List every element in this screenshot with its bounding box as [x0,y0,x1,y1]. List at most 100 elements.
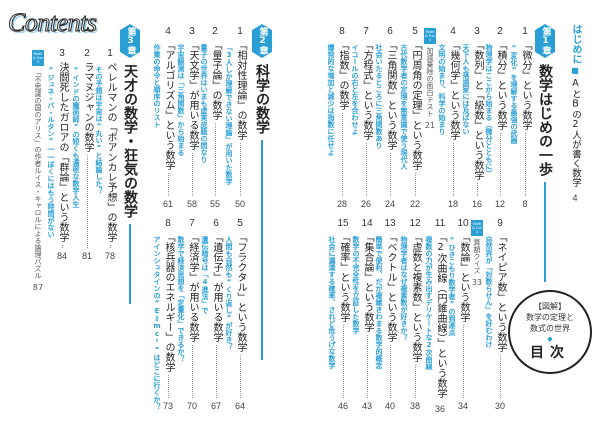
entry-title: 「アルゴリズム」という数学 [163,40,174,170]
entry-number: 6 [213,218,219,229]
toc-entry[interactable]: 6 「三角関数」という数学 24 [383,26,397,210]
column-page: 87 [32,283,44,292]
column-title: 加減乗除の面白テスト [426,47,434,117]
dotted-leader [167,173,169,196]
entry-page: 67 [210,401,221,411]
toc-entry[interactable]: 2 「積分」という数学 12 [493,26,507,210]
intro-entry[interactable]: はじめに ■ AとBの2人が書く数学 4 [568,24,582,204]
entry-subtitle: 物理学者はなぜ複素数が好きか？ [400,236,408,341]
emblem-line1: 数学の定理と [526,313,574,322]
entry-title: 「確率」という数学 [338,232,349,322]
emblem-line2: 数式の世界 [530,324,570,333]
toc-entry[interactable]: 8 「指数」の数学 28 [335,26,349,210]
chapter-2-heading[interactable]: 第2章科学の数学 [250,24,274,360]
toc-entry[interactable]: 3 決闘死したガロアの「群論」という数学 84 [55,48,69,262]
toc-entry[interactable]: 14 「集合論」という数学 43 [360,218,374,412]
dotted-leader [109,245,111,248]
chapter-title: 科学の数学 [254,64,270,134]
dotted-leader [167,375,169,398]
dotted-leader [499,133,501,196]
toc-entry[interactable]: 3 「天文学」が用いる数学 58 [185,26,199,210]
entry-number: 8 [165,218,171,229]
entry-subtitle: 爆発的な増加と減少は指数に任せよ [327,44,335,156]
column-entry[interactable]: Math & Fun 2 算額クイズ 33 [471,220,483,288]
toc-entry[interactable]: 9 「ネイピア数」という数学 30 [493,218,507,412]
chapter-1-heading[interactable]: 第1章 数学はじめの一歩 [533,24,557,282]
toc-entry[interactable]: 2 ラマヌジャンの数学 81 [80,48,94,262]
column-entry[interactable]: Math & Fun 3 「不思議の国のアリス」の作者ルイス・キャロルによる論理パ… [32,50,44,293]
toc-entry[interactable]: 6 「遺伝子」が用いる数学 67 [209,218,223,412]
entry-number: 9 [497,218,503,229]
entry-number: 1 [237,26,243,37]
toc-entry[interactable]: 1 ペレルマンの「ポアンカレ予想」の数学 78 [103,48,117,262]
entry-title: 「ベクトル」という数学 [385,232,396,342]
column-page: 21 [424,121,436,130]
dotted-leader [389,153,391,196]
toc-entry[interactable]: 1 「相対性理論」の数学 50 [233,26,247,210]
toc-entry[interactable]: 7 「経済学」が用いる数学 70 [185,218,199,412]
column-badge: Math & Fun 1 [424,28,436,44]
entry-subtitle: 天下人も落語家には及ばない [462,44,470,135]
entry-page: 18 [447,199,458,209]
toc-entry[interactable]: 4 「アルゴリズム」という数学 61 [161,26,175,210]
entry-page: 64 [234,401,245,411]
toc-entry[interactable]: 11 「2次曲線（円錐曲線）」という数学 36 [433,218,447,414]
toc-entry[interactable]: 12 「虚数と複素数」という数学 38 [408,218,422,412]
entry-number: 2 [212,26,218,37]
entry-number: 1 [522,26,528,37]
toc-entry[interactable]: 8 「核兵器のエネルギー」の数学 73 [161,218,175,412]
entry-page: 55 [209,199,220,209]
entry-subtitle: 人間も自然も“くり返し”が好き？ [225,236,233,350]
chapter-divider-line [129,224,131,304]
entry-subtitle: その予想は宇宙は“丸い”と結論した？ [95,66,103,194]
column-page: 33 [471,278,483,287]
entry-title: 「2次曲線（円錐曲線）」という数学 [435,232,446,398]
toc-entry[interactable]: 5 「フラクタル」という数学 64 [233,218,247,412]
dotted-leader [342,325,344,398]
entry-page: 36 [434,404,445,414]
entry-title: 「指数」の数学 [337,40,348,110]
intro-page: 4 [572,193,578,203]
entry-number: 2 [84,48,90,59]
entry-title: 「量子論」の数学 [210,40,221,120]
column-title: 「不思議の国のアリス」の作者ルイス・キャロルによる論理パズル [34,69,42,279]
entry-number: 7 [189,218,195,229]
entry-number: 12 [409,218,421,229]
entry-title: 「経済学」が用いる数学 [187,232,198,342]
chapter-badge: 第2章 [252,24,272,58]
entry-subtitle: “変化”を理解する最強の武器 [510,44,518,144]
entry-subtitle: 社会いたるところに三角関数あり [375,44,383,149]
toc-entry[interactable]: 7 「方程式」という数学 26 [359,26,373,210]
toc-entry[interactable]: 10 「数論」という数学 34 [456,218,470,412]
dotted-leader [86,155,88,248]
column-badge: Math & Fun 2 [471,220,483,236]
toc-entry[interactable]: 15 「確率」という数学 46 [336,218,350,412]
toc-entry[interactable]: 4 「幾何学」という数学 18 [446,26,460,210]
chapter-3-heading[interactable]: 第3章 天才の数学・狂気の数学 [118,24,142,304]
entry-page: 34 [457,401,468,411]
toc-entry[interactable]: 2 「量子論」の数学 55 [208,26,222,210]
emblem-label: 【図解】 [534,302,566,311]
dotted-leader [414,365,416,398]
dotted-leader [452,143,454,196]
entry-page: 28 [336,199,347,209]
column-entry[interactable]: Math & Fun 1 加減乗除の面白テスト 21 [424,28,436,131]
column-title: 算額クイズ [473,239,481,274]
toc-entry[interactable]: 13 「ベクトル」という数学 40 [383,218,397,412]
toc-entry[interactable]: 3 「数列」と「級数」という数学 16 [470,26,484,210]
toc-entry[interactable]: 5 「円周角の定理」という数学 22 [408,26,422,210]
entry-page: 22 [409,199,420,209]
entry-subtitle: 文明の始まり、科学の始まり [438,44,446,135]
intro-title: AとBの2人が書く数学 [570,78,581,187]
dotted-leader [191,345,193,398]
chapter-badge-text: 第1章 [540,27,551,55]
dotted-leader [414,173,416,196]
toc-entry[interactable]: 1 「微分」という数学 8 [518,26,532,210]
entry-subtitle: 作業の命令と順序のリスト [153,44,161,128]
chapter-title: 天才の数学・狂気の数学 [122,64,138,218]
dotted-leader [191,153,193,196]
dotted-leader [239,143,241,196]
entry-number: 4 [450,26,456,37]
entry-number: 5 [237,218,243,229]
entry-subtitle: 簡単で便利、だが複雑きわまる数学的概念 [375,236,383,369]
